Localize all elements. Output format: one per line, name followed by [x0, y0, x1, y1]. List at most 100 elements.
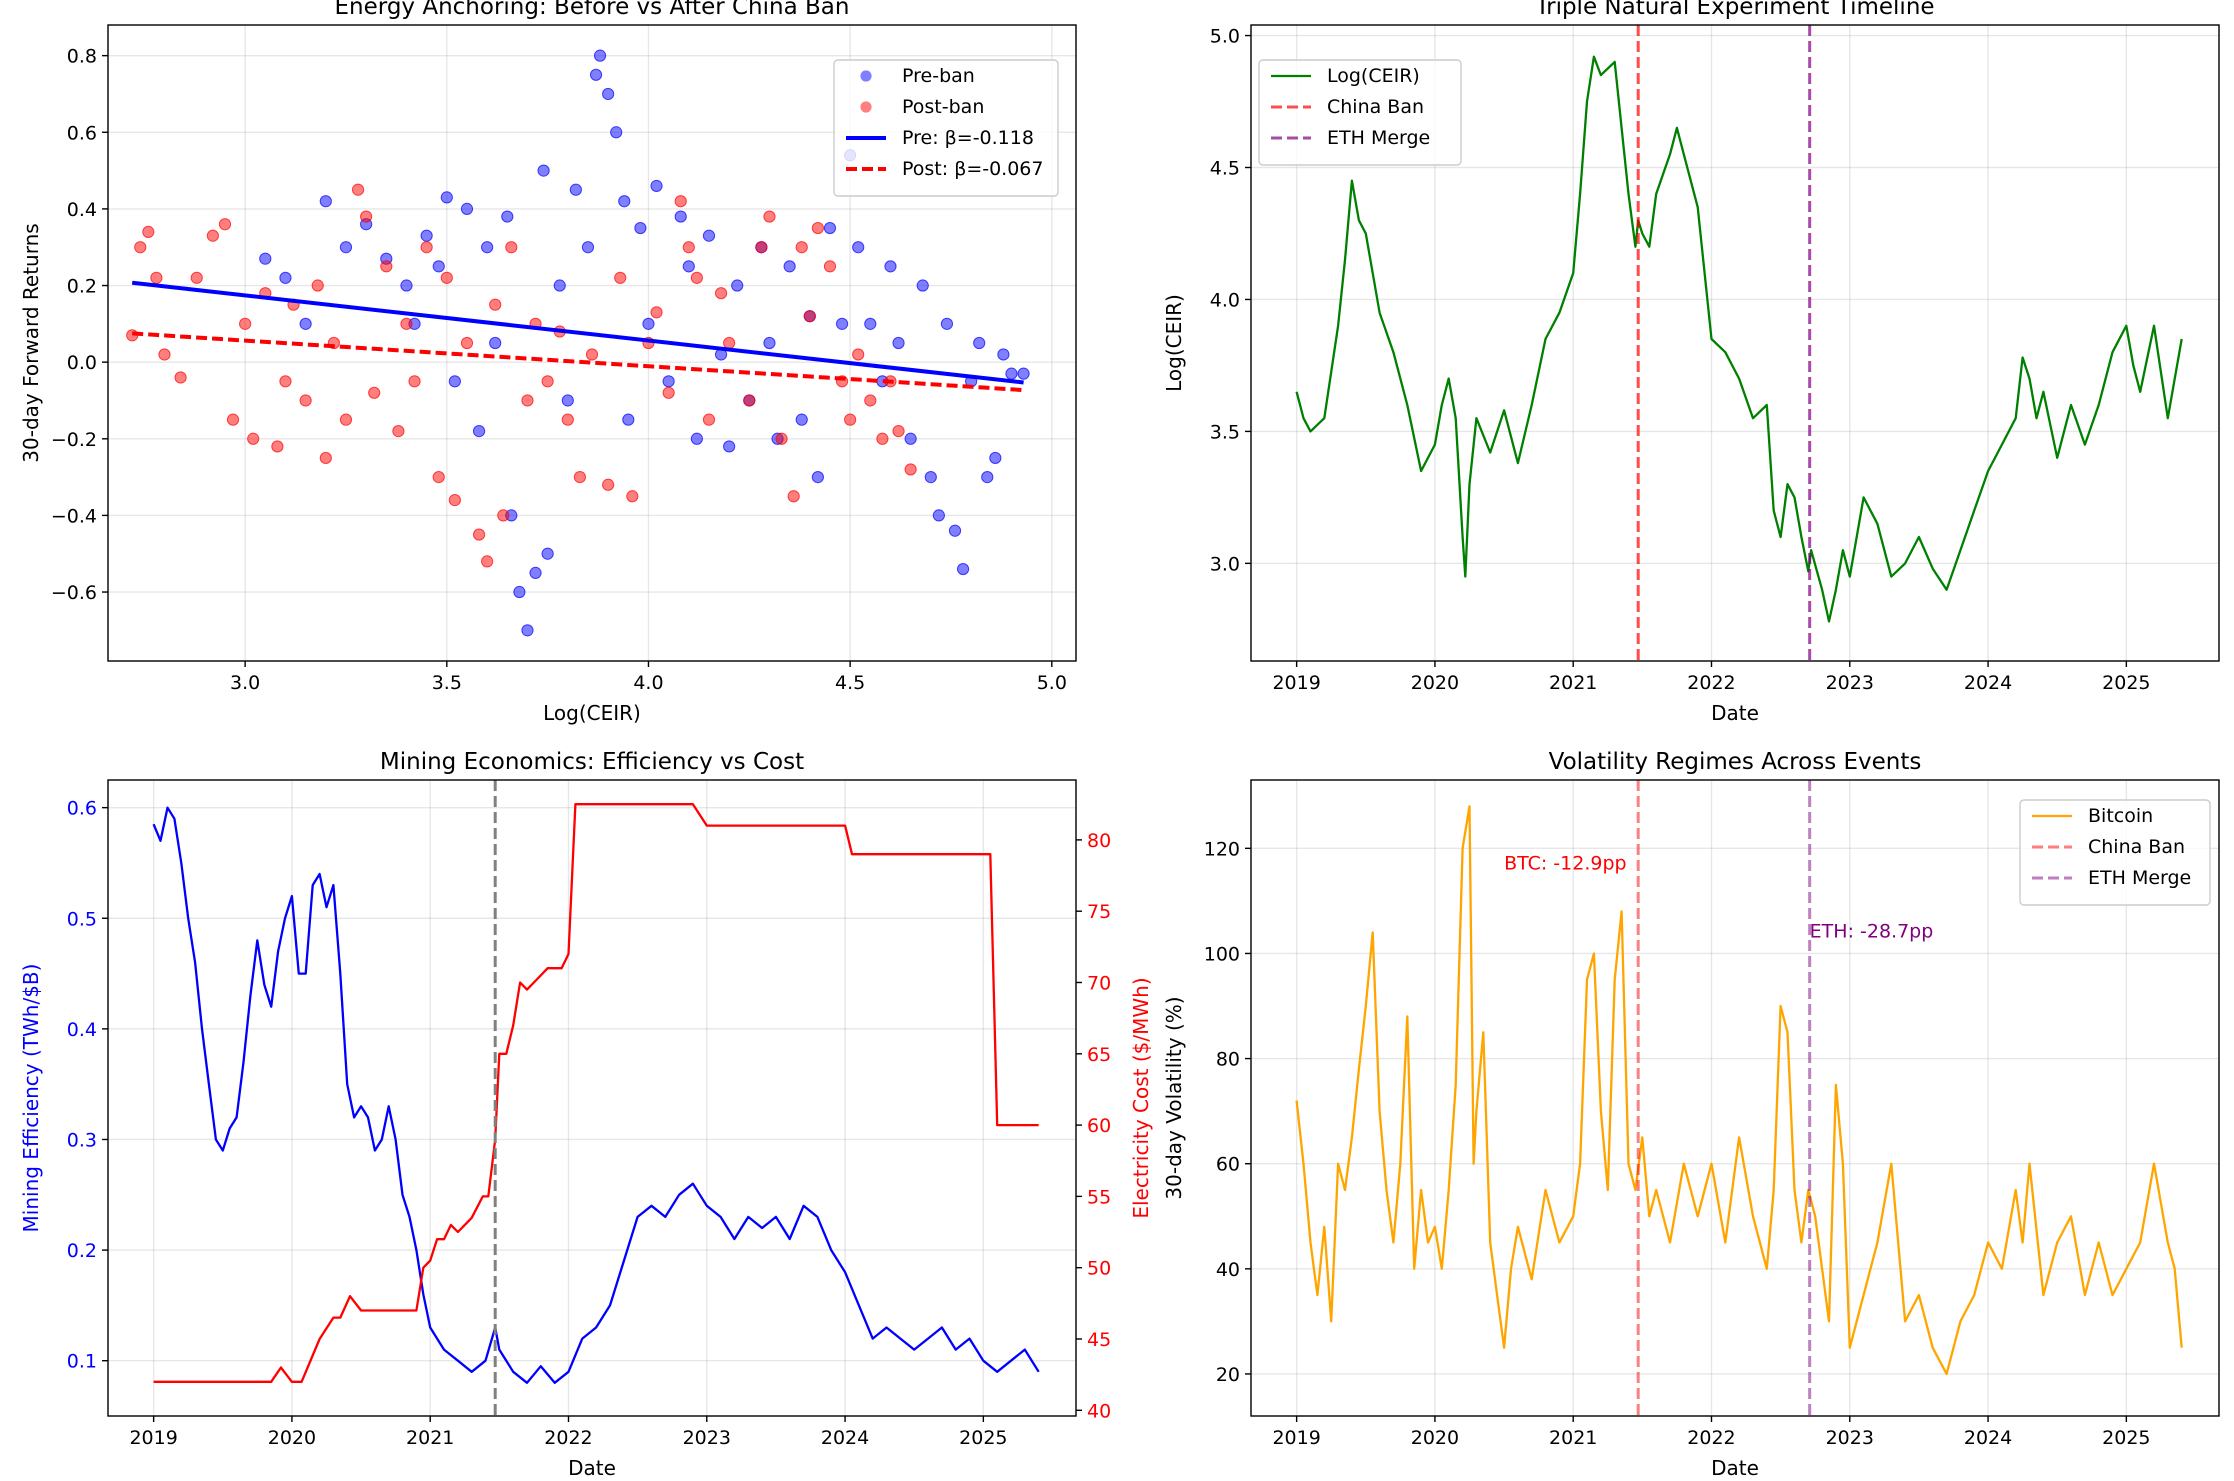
y-tick-label: 3.0 [1210, 553, 1240, 575]
scatter-point [795, 241, 808, 254]
scatter-point [723, 336, 736, 350]
scatter-point [513, 585, 526, 599]
scatter-point [948, 524, 962, 537]
scatter-point [783, 260, 796, 273]
scatter-point [795, 413, 808, 426]
scatter-point [702, 413, 716, 426]
scatter-point [702, 229, 716, 242]
legend-label: China Ban [1327, 96, 1424, 118]
y-tick-label: 0.3 [67, 1129, 97, 1151]
scatter-point [904, 432, 917, 445]
y-tick-label: 60 [1216, 1154, 1240, 1176]
plot-area [1295, 780, 2183, 1416]
legend: Pre-ban Post-ban Pre: β=-0.118 Post: β=-0.0… [833, 59, 1059, 197]
scatter-point [589, 68, 603, 81]
scatter-point [662, 386, 675, 399]
scatter-point [787, 490, 800, 503]
y-right-tick-label: 45 [1087, 1329, 1111, 1351]
scatter-point [916, 279, 929, 292]
scatter-point [432, 470, 445, 484]
y-tick-label: 80 [1216, 1049, 1240, 1071]
scatter-point [489, 298, 502, 311]
scatter-point [602, 87, 615, 101]
chart-title: Energy Anchoring: Before vs After China … [335, 0, 850, 20]
x-axis-label: Date [1711, 1456, 1759, 1480]
chart-title: Volatility Regimes Across Events [1549, 749, 1922, 775]
scatter-point [142, 225, 155, 238]
scatter-point [602, 478, 615, 491]
scatter-point [714, 287, 728, 300]
scatter-point [481, 555, 494, 568]
scatter-point [690, 432, 703, 445]
scatter-point [174, 371, 187, 384]
scatter-point [642, 317, 655, 330]
legend-marker [860, 101, 872, 113]
y-right-axis-label: Electricity Cost ($/MWh) [1129, 977, 1153, 1218]
scatter-point [864, 317, 877, 330]
scatter-point [505, 241, 518, 254]
y-tick-label: 0.8 [67, 46, 97, 68]
fit-line [132, 331, 1024, 393]
scatter-point [541, 375, 554, 388]
x-tick-label: 5.0 [1037, 672, 1067, 694]
subplot-mining: 2019 2020 2021 2022 2023 2024 2025 0.1 0.2 0.3 0.4… [19, 749, 1153, 1480]
x-tick-label: 2019 [1272, 1427, 1320, 1449]
scatter-point [811, 470, 824, 484]
scatter-point [852, 348, 865, 361]
y-tick-label: 4.5 [1210, 158, 1240, 180]
scatter-point [380, 260, 393, 273]
y-tick-label: 40 [1216, 1259, 1240, 1281]
series-line [152, 806, 1040, 1384]
scatter-point [775, 432, 788, 445]
scatter-point [755, 241, 768, 254]
scatter-point [973, 336, 986, 350]
scatter-point [339, 413, 353, 426]
scatter-point [368, 386, 381, 399]
scatter-point [690, 271, 703, 284]
scatter-point [489, 336, 502, 350]
scatter-point [271, 440, 284, 453]
scatter-point [400, 317, 413, 330]
y-tick-label: 0.6 [67, 122, 97, 144]
scatter-point [299, 394, 312, 407]
legend-label: Post: β=-0.067 [902, 158, 1044, 180]
scatter-point [932, 509, 945, 522]
scatter-point [573, 470, 587, 484]
scatter-point [279, 271, 292, 284]
y-axis-label: 30-day Forward Returns [19, 223, 43, 462]
chart-title: Triple Natural Experiment Timeline [1534, 0, 1934, 20]
scatter-point [408, 375, 421, 388]
scatter-point [682, 241, 695, 254]
scatter-point [904, 463, 917, 476]
scatter-point [218, 218, 232, 231]
y-tick-label: −0.4 [51, 505, 97, 527]
legend-label: Log(CEIR) [1327, 65, 1420, 87]
scatter-point [299, 317, 312, 330]
chart-title: Mining Economics: Efficiency vs Cost [380, 749, 804, 775]
subplot-scatter: 3.0 3.5 4.0 4.5 5.0 −0.6 −0.4 −0.2 0.0 0.2 0.4 0.6 0… [19, 0, 1077, 725]
scatter-point [662, 375, 675, 388]
scatter-point [561, 413, 574, 426]
scatter-point [852, 241, 865, 254]
x-tick-label: 2025 [2102, 672, 2150, 694]
x-tick-label: 2019 [1272, 672, 1320, 694]
scatter-point [553, 279, 566, 292]
y-tick-label: 0.4 [67, 199, 97, 221]
grid [108, 780, 1076, 1416]
scatter-point [497, 509, 510, 522]
y-tick-label: 100 [1204, 943, 1240, 965]
scatter-point [723, 440, 736, 453]
scatter-point [259, 252, 272, 265]
x-tick-label: 2023 [1826, 672, 1874, 694]
scatter-point [731, 279, 744, 292]
x-tick-label: 2021 [1549, 1427, 1597, 1449]
scatter-point [481, 241, 494, 254]
x-tick-label: 2025 [959, 1427, 1007, 1449]
x-tick-label: 2020 [1411, 1427, 1459, 1449]
y-tick-label: 0.6 [67, 798, 97, 820]
scatter-point [472, 528, 486, 541]
x-tick-label: 2022 [1687, 1427, 1735, 1449]
y-tick-label: 5.0 [1210, 26, 1240, 48]
grid [108, 25, 1076, 661]
